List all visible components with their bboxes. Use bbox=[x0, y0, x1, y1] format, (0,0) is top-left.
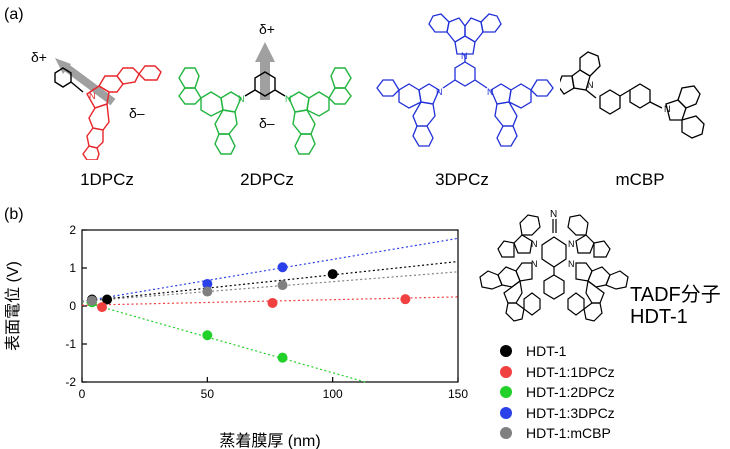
y-axis-label: 表面電位 (V) bbox=[4, 261, 22, 351]
svg-text:N: N bbox=[436, 87, 443, 97]
legend-label: HDT-1 bbox=[526, 343, 567, 359]
svg-text:N: N bbox=[238, 94, 245, 104]
panel-b-label: (b) bbox=[4, 206, 24, 223]
svg-text:N: N bbox=[531, 239, 538, 249]
x-tick-label: 0 bbox=[79, 387, 86, 401]
data-point-3-0 bbox=[202, 278, 213, 289]
legend-item: HDT-1 bbox=[500, 342, 566, 360]
x-tick-label: 50 bbox=[201, 387, 215, 401]
legend-item: HDT-1:3DPCz bbox=[500, 404, 615, 422]
y-tick-label: -2 bbox=[65, 375, 76, 389]
legend-label: HDT-1:mCBP bbox=[526, 425, 611, 441]
data-point-4-2 bbox=[277, 280, 288, 291]
fit-line-0 bbox=[81, 260, 459, 303]
delta-minus-2dpcz: δ– bbox=[259, 115, 275, 131]
structure-2dpcz: δ+ δ– N N bbox=[178, 21, 352, 155]
fit-line-3 bbox=[81, 237, 459, 303]
surface-potential-chart: 0 50 100 150 -2 -1 0 1 2 表面電位 (V) 蒸着膜厚 (nm) bbox=[4, 223, 468, 449]
svg-text:N: N bbox=[568, 259, 575, 269]
delta-minus-1dpcz: δ– bbox=[129, 105, 145, 121]
x-tick-label: 150 bbox=[448, 387, 468, 401]
tadf-label-line2: HDT-1 bbox=[630, 306, 688, 328]
svg-text:N: N bbox=[89, 91, 96, 101]
legend-marker bbox=[500, 386, 512, 398]
molecule-name-2dpcz: 2DPCz bbox=[240, 170, 294, 189]
molecule-name-1dpcz: 1DPCz bbox=[80, 170, 134, 189]
chart-points bbox=[87, 262, 411, 363]
legend-label: HDT-1:2DPCz bbox=[526, 384, 615, 400]
y-tick-label: 0 bbox=[69, 299, 76, 313]
legend-marker bbox=[500, 345, 512, 357]
panel-a-label: (a) bbox=[4, 6, 24, 23]
y-tick-label: 1 bbox=[69, 261, 76, 275]
svg-text:N: N bbox=[587, 80, 594, 90]
svg-text:N: N bbox=[568, 239, 575, 249]
legend-marker bbox=[500, 365, 512, 378]
legend-item: HDT-1:2DPCz bbox=[500, 383, 615, 401]
x-tick-label: 100 bbox=[323, 387, 343, 401]
svg-text:N: N bbox=[461, 51, 468, 61]
legend-label: HDT-1:3DPCz bbox=[526, 404, 615, 421]
molecule-name-mcbp: mCBP bbox=[615, 170, 665, 189]
data-point-1-2 bbox=[400, 294, 411, 305]
structure-mcbp: N N bbox=[560, 51, 705, 139]
legend-item: HDT-1:1DPCz bbox=[500, 363, 615, 381]
data-point-4-1 bbox=[202, 286, 213, 297]
molecule-name-3dpcz: 3DPCz bbox=[435, 170, 489, 189]
legend-item: HDT-1:mCBP bbox=[500, 424, 611, 442]
data-point-2-2 bbox=[277, 352, 288, 363]
structure-3dpcz: N N N bbox=[376, 13, 554, 147]
legend-marker bbox=[500, 427, 512, 439]
legend-marker bbox=[500, 406, 512, 419]
structure-1dpcz: δ+ δ– N bbox=[31, 49, 162, 160]
data-point-0-2 bbox=[327, 269, 338, 280]
structure-hdt1: N N N N N bbox=[479, 209, 629, 322]
data-point-3-1 bbox=[277, 262, 288, 273]
nitrile-label: N bbox=[550, 209, 557, 220]
x-axis-label: 蒸着膜厚 (nm) bbox=[219, 432, 320, 449]
data-point-4-0 bbox=[87, 295, 98, 306]
svg-text:N: N bbox=[285, 94, 292, 104]
legend-label: HDT-1:1DPCz bbox=[526, 363, 615, 380]
chart-axes: 0 50 100 150 -2 -1 0 1 2 bbox=[65, 223, 468, 401]
svg-text:N: N bbox=[487, 87, 494, 97]
chart-fit-lines bbox=[81, 237, 459, 383]
fit-line-2 bbox=[81, 300, 366, 383]
data-point-1-1 bbox=[267, 297, 278, 308]
data-point-0-1 bbox=[102, 294, 113, 305]
svg-text:N: N bbox=[531, 259, 538, 269]
y-tick-label: -1 bbox=[65, 337, 76, 351]
tadf-label: TADF分子 HDT-1 bbox=[630, 284, 721, 328]
delta-plus-1dpcz: δ+ bbox=[31, 49, 47, 65]
data-point-1-0 bbox=[97, 302, 108, 313]
delta-plus-2dpcz: δ+ bbox=[259, 21, 275, 37]
data-point-2-1 bbox=[202, 330, 213, 341]
y-tick-label: 2 bbox=[69, 223, 76, 237]
svg-text:N: N bbox=[664, 104, 671, 114]
tadf-label-line1: TADF分子 bbox=[630, 284, 721, 306]
